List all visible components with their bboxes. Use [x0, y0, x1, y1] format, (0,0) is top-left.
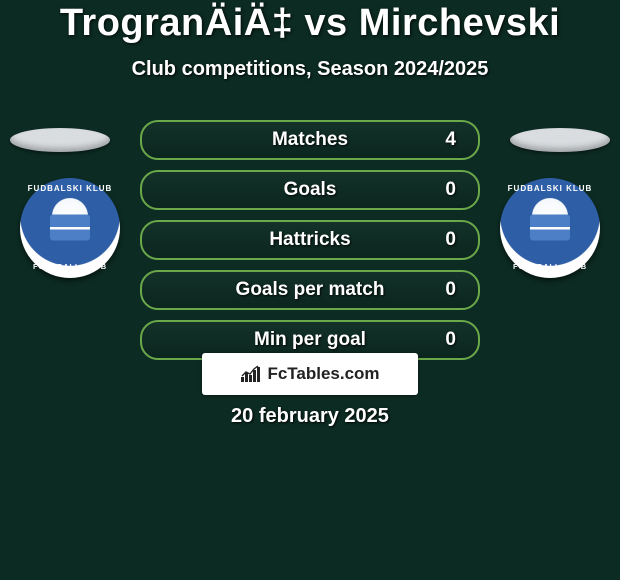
table-row: Goals 0: [140, 170, 480, 210]
badge-bottom-text: FOOTBALL CLUB: [20, 262, 120, 271]
club-badge-left: FUDBALSKI KLUB FOOTBALL CLUB: [20, 178, 120, 278]
badge-bottom-text: FOOTBALL CLUB: [500, 262, 600, 271]
stat-value: 0: [445, 329, 456, 351]
widget-root: TrogranÄiÄ‡ vs Mirchevski Club competiti…: [0, 0, 620, 580]
stat-label: Goals per match: [142, 279, 478, 301]
stat-value: 0: [445, 279, 456, 301]
badge-top-text: FUDBALSKI KLUB: [500, 184, 600, 193]
stat-value: 0: [445, 179, 456, 201]
pedestal-right: [510, 128, 610, 152]
page-title: TrogranÄiÄ‡ vs Mirchevski: [0, 2, 620, 45]
source-link[interactable]: FcTables.com: [202, 353, 418, 395]
stat-label: Matches: [142, 129, 478, 151]
table-row: Goals per match 0: [140, 270, 480, 310]
page-subtitle: Club competitions, Season 2024/2025: [0, 58, 620, 81]
club-badge-right: FUDBALSKI KLUB FOOTBALL CLUB: [500, 178, 600, 278]
badge-top-text: FUDBALSKI KLUB: [20, 184, 120, 193]
stat-label: Goals: [142, 179, 478, 201]
bars-icon: [240, 365, 262, 383]
brand-name: FcTables.com: [267, 364, 379, 384]
stat-value: 0: [445, 229, 456, 251]
stat-value: 4: [445, 129, 456, 151]
stat-label: Min per goal: [142, 329, 478, 351]
stats-table: Matches 4 Goals 0 Hattricks 0 Goals per …: [140, 120, 480, 370]
table-row: Matches 4: [140, 120, 480, 160]
snapshot-date: 20 february 2025: [0, 405, 620, 428]
table-row: Hattricks 0: [140, 220, 480, 260]
stat-label: Hattricks: [142, 229, 478, 251]
pedestal-left: [10, 128, 110, 152]
